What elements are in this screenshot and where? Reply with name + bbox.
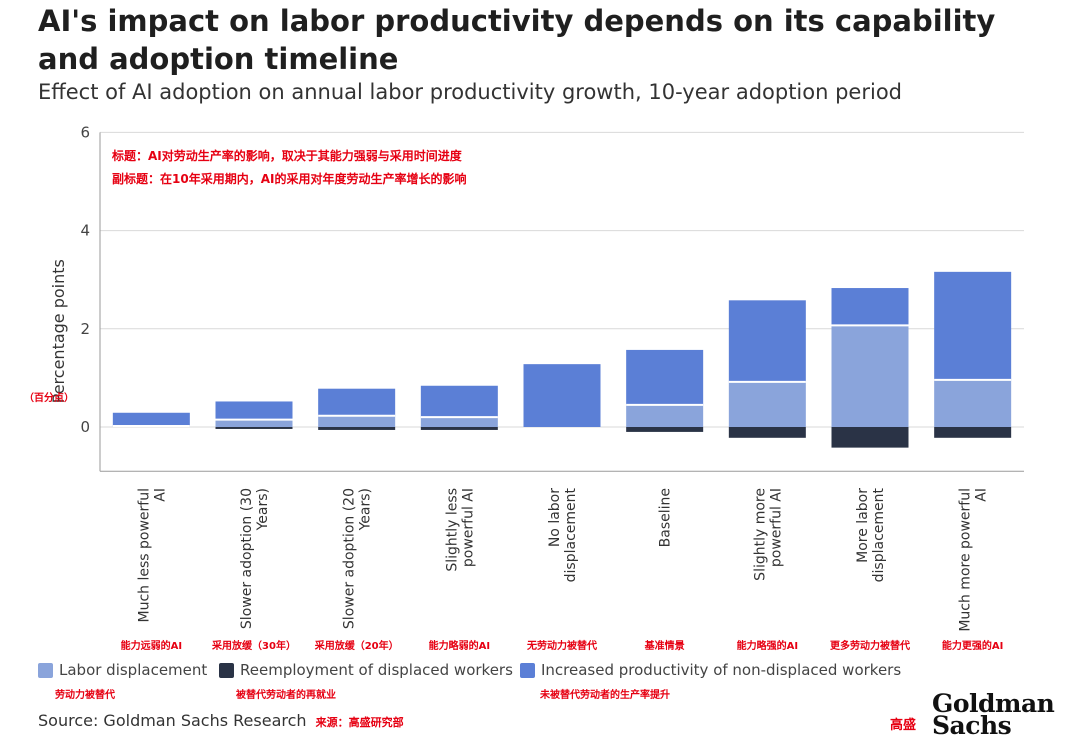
bar-reemployment: [831, 427, 909, 448]
y-tick-label: 2: [80, 320, 90, 338]
bar-labor-displacement: [420, 417, 498, 427]
bar-increased-productivity: [934, 271, 1012, 380]
bar-reemployment: [215, 427, 293, 429]
x-tick-label-cn: 能力更强的AI: [942, 639, 1003, 652]
source-cn: 来源：高盛研究部: [315, 716, 404, 729]
x-tick-label-cn: 更多劳动力被替代: [830, 639, 910, 652]
title-annotation-cn: 标题：AI对劳动生产率的影响，取决于其能力强弱与采用时间进度: [111, 148, 463, 163]
bar-labor-displacement: [831, 325, 909, 427]
bar-increased-productivity: [318, 388, 396, 416]
bar-labor-displacement: [728, 381, 806, 427]
legend-swatch: [219, 662, 234, 678]
x-tick-label-cn: 能力远弱的AI: [121, 639, 182, 652]
x-tick-label-cn: 采用放缓（20年）: [314, 639, 399, 652]
bar-increased-productivity: [831, 288, 909, 326]
x-tick-label: Baseline: [658, 488, 674, 547]
bar-labor-displacement: [626, 404, 704, 427]
logo-line2: Sachs: [932, 711, 1012, 740]
bar-labor-displacement: [318, 415, 396, 427]
bar-reemployment: [318, 427, 396, 430]
bar-increased-productivity: [626, 349, 704, 405]
source-note: Source: Goldman Sachs Research 来源：高盛研究部: [38, 711, 404, 730]
x-tick-label-cn: 能力略强的AI: [737, 639, 798, 652]
x-tick-label: Slower adoption (20Years): [342, 488, 374, 629]
source-text: Source: Goldman Sachs Research: [38, 711, 307, 730]
x-tick-label: Slower adoption (30Years): [239, 488, 271, 629]
legend-swatch: [520, 662, 535, 678]
x-tick-label-cn: 无劳动力被替代: [526, 639, 597, 652]
bar-labor-displacement: [934, 379, 1012, 427]
x-tick-label-cn: 采用放缓（30年）: [211, 639, 296, 652]
x-tick-label: Much more powerfulAI: [958, 488, 990, 632]
bar-labor-displacement: [215, 419, 293, 427]
x-tick-label: Much less powerfulAI: [136, 488, 168, 622]
legend-item-reemployment: Reemployment of displaced workers: [219, 659, 513, 681]
x-tick-label: Slightly morepowerful AI: [752, 488, 784, 581]
x-tick-label: No labordisplacement: [547, 487, 579, 582]
legend-item-increased-productivity: Increased productivity of non-displaced …: [520, 659, 901, 681]
bar-reemployment: [420, 427, 498, 430]
legend-cn-label: 劳动力被替代: [55, 690, 115, 701]
bar-reemployment: [934, 427, 1012, 438]
chart-title: AI's impact on labor productivity depend…: [38, 4, 996, 76]
bar-increased-productivity: [420, 385, 498, 418]
legend-swatch: [38, 662, 53, 678]
bar-increased-productivity: [728, 300, 806, 382]
bar-increased-productivity: [215, 401, 293, 420]
legend-cn-label: 未被替代劳动者的生产率提升: [540, 690, 670, 701]
bar-reemployment: [728, 427, 806, 438]
logo-cn: 高盛: [890, 718, 917, 733]
legend-label: Labor displacement: [59, 661, 208, 679]
x-tick-label: Slightly lesspowerful AI: [444, 488, 476, 572]
logo-line1: Goldman: [932, 689, 1055, 718]
legend-cn-label: 被替代劳动者的再就业: [236, 690, 336, 701]
y-tick-label: 4: [80, 222, 90, 240]
goldman-sachs-logo: Goldman Sachs: [932, 689, 1055, 740]
y-tick-label: 6: [80, 123, 90, 141]
chart-subtitle: Effect of AI adoption on annual labor pr…: [38, 80, 902, 104]
y-axis-label-cn: （百分点）: [24, 391, 74, 404]
x-tick-label-cn: 能力略弱的AI: [429, 639, 490, 652]
bar-increased-productivity: [523, 364, 601, 427]
x-tick-label: More labordisplacement: [855, 487, 887, 582]
legend-label: Reemployment of displaced workers: [240, 661, 513, 679]
legend-item-labor-displacement: Labor displacement: [38, 659, 207, 681]
subtitle-annotation-cn: 副标题：在10年采用期内，AI的采用对年度劳动生产率增长的影响: [112, 171, 466, 186]
chart-canvas: 0 2 4 6 Percentage points（百分点） 标题：AI对劳动生产率的影响…: [24, 123, 1024, 652]
bar-increased-productivity: [112, 412, 190, 427]
y-tick-label: 0: [80, 418, 90, 436]
x-tick-label-cn: 基准情景: [644, 639, 685, 652]
legend-label: Increased productivity of non-displaced …: [541, 661, 902, 679]
bar-reemployment: [626, 427, 704, 432]
y-axis-label: Percentage points: [49, 259, 68, 403]
